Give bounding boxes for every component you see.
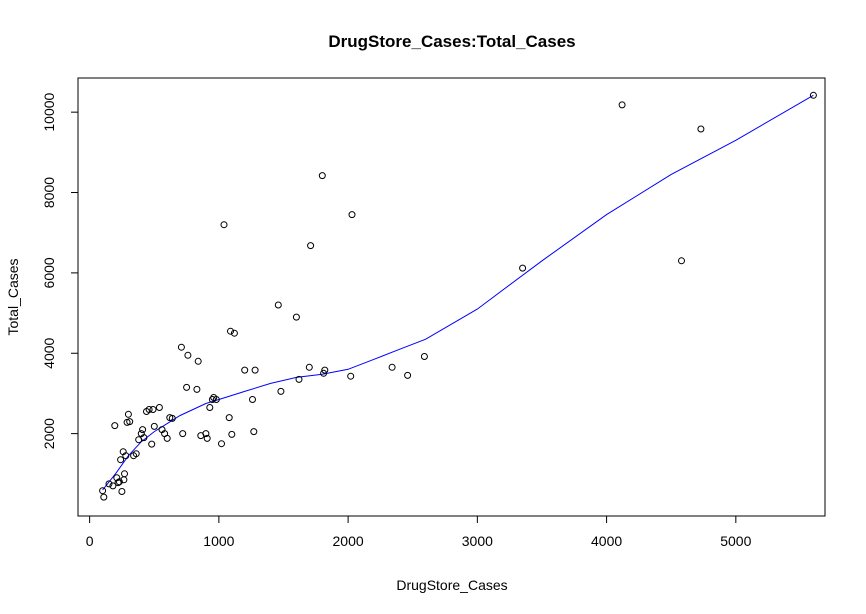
data-point [404,371,412,379]
data-point [111,422,119,430]
data-point [150,422,158,430]
data-point [618,101,626,109]
data-point [118,488,126,495]
data-point [122,452,130,460]
data-point [202,430,210,438]
x-tick-label: 1000 [203,533,234,549]
data-point [420,353,428,360]
data-point [348,211,356,219]
data-point [295,375,303,383]
data-point [114,479,122,487]
data-point [250,428,258,436]
data-point [678,257,685,265]
data-point [230,329,238,337]
data-point [519,264,527,272]
y-tick-label: 4000 [41,337,57,368]
data-point [809,91,817,99]
data-points-series [99,91,817,501]
data-point [249,396,256,403]
chart-title: DrugStore_Cases:Total_Cases [328,32,575,51]
data-point [225,414,233,422]
data-point [126,418,134,426]
data-point [99,487,107,495]
data-point [148,440,156,448]
y-tick-label: 8000 [41,177,57,208]
data-point [183,383,191,391]
data-point [149,406,157,413]
y-tick-label: 10000 [41,92,57,131]
x-axis-label: DrugStore_Cases [396,577,507,593]
fit-line-series [102,94,814,491]
x-axis: 0 1000 2000 3000 4000 5000 [86,515,752,549]
data-point [155,404,163,411]
data-point [218,440,225,448]
y-tick-label: 6000 [41,257,57,288]
x-tick-label: 3000 [462,533,493,549]
plot-area-frame [77,77,826,517]
data-point [321,366,329,374]
data-point [168,414,176,422]
data-point [212,396,220,403]
data-point [184,351,192,359]
data-point [220,221,228,229]
data-point [121,470,128,478]
data-point [177,343,185,351]
data-point [251,366,259,374]
data-point [193,385,201,393]
x-tick-label: 0 [86,533,94,549]
data-point [320,369,328,377]
data-point [307,242,315,250]
data-point [203,434,211,442]
data-point [227,327,234,335]
data-point [140,434,148,442]
data-point [305,363,313,371]
x-tick-label: 5000 [720,533,751,549]
data-point [132,450,140,458]
y-tick-label: 2000 [41,418,57,449]
data-point [100,493,108,501]
data-point [208,396,216,403]
data-point [117,456,125,464]
data-point [105,480,113,488]
data-point [179,430,187,438]
y-axis-label: Total_Cases [5,258,21,335]
data-point [194,357,202,365]
data-point [163,434,171,442]
data-point [241,366,249,374]
data-point [274,301,282,309]
data-point [292,313,300,321]
data-point [277,387,285,395]
data-point [124,410,132,418]
data-point [206,404,214,411]
data-point [388,363,396,371]
data-point [318,172,326,180]
x-tick-label: 2000 [333,533,364,549]
data-point [139,426,147,434]
data-point [697,125,705,133]
fit-line [102,94,814,491]
x-tick-label: 4000 [591,533,622,549]
data-point [109,482,117,490]
data-point [228,430,236,438]
y-axis: 2000 4000 6000 8000 10000 [41,92,79,449]
data-point [145,406,153,413]
data-point [347,372,355,380]
data-point [115,478,123,486]
